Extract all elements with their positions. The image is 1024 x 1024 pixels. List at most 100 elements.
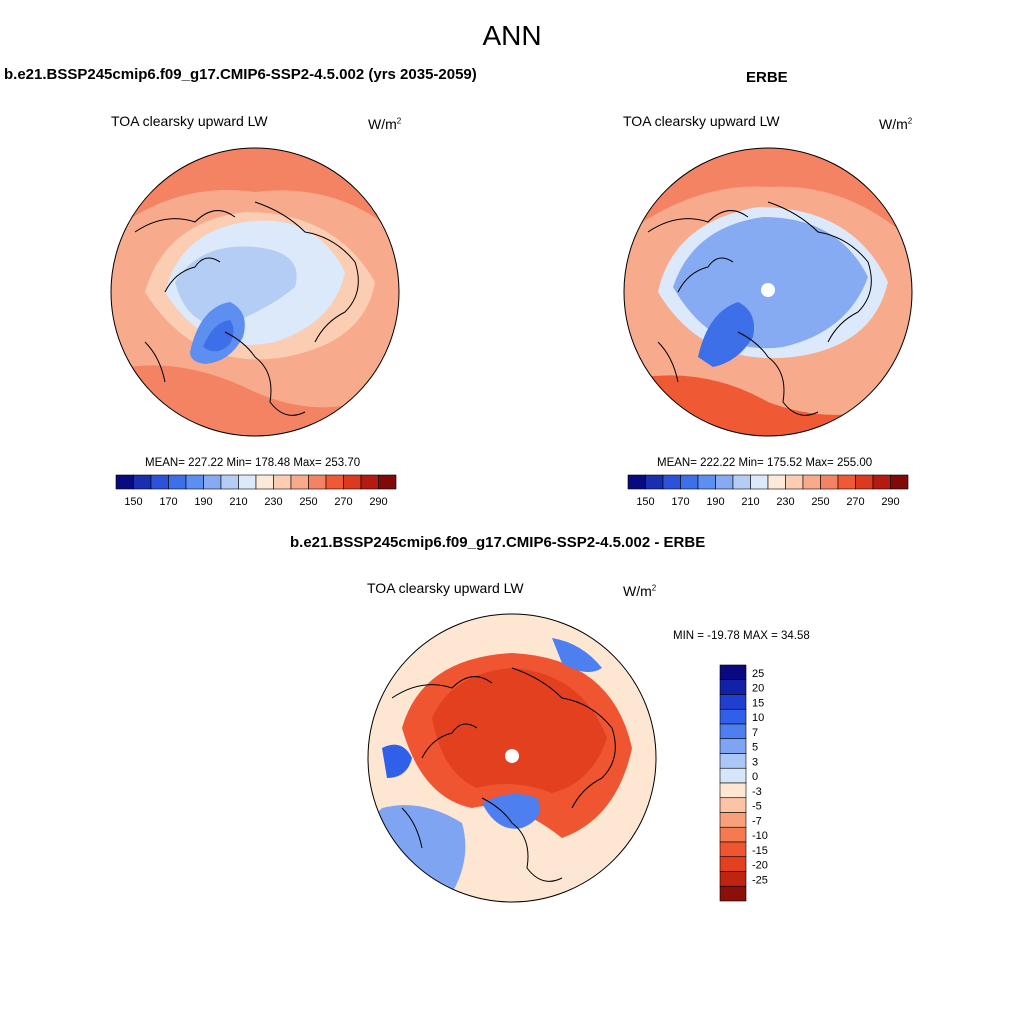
diff-panel-title: b.e21.BSSP245cmip6.f09_g17.CMIP6-SSP2-4.… (290, 534, 706, 551)
diff-colorbar-box (719, 885, 747, 902)
model-colorbar-box (133, 474, 152, 490)
model-colorbar-box (308, 474, 327, 490)
diff-colorbar-box (719, 782, 747, 799)
diff-colorbar-tick-label: -3 (752, 786, 762, 798)
model-colorbar-box (360, 474, 379, 490)
obs-field-greenland (698, 302, 754, 367)
diff-coastlines (391, 667, 616, 882)
obs-colorbar-box (767, 474, 786, 490)
diff-colorbar-tick-label: -20 (752, 860, 768, 872)
model-panel-title: b.e21.BSSP245cmip6.f09_g17.CMIP6-SSP2-4.… (4, 66, 477, 83)
obs-colorbar-box (802, 474, 821, 490)
model-variable-label: TOA clearsky upward LW (111, 113, 268, 129)
model-colorbar-tick-label: 210 (229, 496, 247, 508)
diff-colorbar-box (719, 664, 747, 681)
diff-stats: MIN = -19.78 MAX = 34.58 (673, 630, 810, 642)
diff-field-negative-greenland (482, 794, 540, 829)
diff-colorbar-tick-label: -10 (752, 830, 768, 842)
diff-field-negative-sw (368, 805, 466, 902)
diff-colorbar-tick-label: 10 (752, 712, 764, 724)
obs-colorbar-box (785, 474, 804, 490)
obs-colorbar-box (855, 474, 874, 490)
obs-coastlines (647, 201, 872, 416)
model-colorbar-box (220, 474, 239, 490)
diff-field-negative-west (382, 744, 412, 778)
obs-colorbar-tick-label: 270 (846, 496, 864, 508)
model-colorbar-tick-label: 190 (194, 496, 212, 508)
obs-colorbar-tick-label: 210 (741, 496, 759, 508)
diff-colorbar-box (719, 871, 747, 887)
model-colorbar-tick-label: 150 (124, 496, 142, 508)
diff-colorbar-tick-label: 20 (752, 683, 764, 695)
obs-colorbar-box (662, 474, 681, 490)
obs-colorbar-tick-label: 290 (881, 496, 899, 508)
diff-colorbar-box (719, 738, 747, 754)
obs-colorbar-box (715, 474, 734, 490)
diff-pole-missing (505, 749, 519, 763)
obs-colorbar: 150 170 190 210 230 250 270 290 (627, 474, 909, 508)
obs-colorbar-box (890, 474, 909, 490)
obs-colorbar-tick-label: 250 (811, 496, 829, 508)
model-stats: MEAN= 227.22 Min= 178.48 Max= 253.70 (145, 457, 361, 469)
model-colorbar-box (255, 474, 274, 490)
diff-variable-label: TOA clearsky upward LW (367, 580, 524, 596)
model-colorbar-box (343, 474, 362, 490)
model-units-label: W/m2 (368, 116, 402, 132)
model-colorbar-box (168, 474, 187, 490)
model-colorbar-tick-label: 250 (299, 496, 317, 508)
model-colorbar-box (273, 474, 292, 490)
model-field-cool-core (175, 246, 297, 327)
model-colorbar-box (238, 474, 257, 490)
diff-colorbar-box (719, 826, 747, 843)
model-polar-map (110, 147, 400, 437)
model-colorbar-box (150, 474, 169, 490)
model-colorbar: 150 170 190 210 230 250 270 290 (115, 474, 397, 508)
diff-colorbar-tick-label: 3 (752, 756, 758, 768)
diff-colorbar-box (719, 767, 747, 784)
model-colorbar-tick-label: 230 (264, 496, 282, 508)
diff-field-negative-ne (552, 638, 602, 672)
diff-colorbar-tick-label: 25 (752, 668, 764, 680)
obs-variable-label: TOA clearsky upward LW (623, 113, 780, 129)
diff-colorbar-box (719, 708, 747, 725)
obs-colorbar-box (837, 474, 856, 490)
obs-colorbar-box (750, 474, 769, 490)
figure-title: ANN (482, 20, 542, 51)
diff-colorbar: 25 20 15 10 7 5 3 0 -3 -5 -7 -10 -15 -20 -25 (719, 664, 768, 902)
obs-colorbar-box (872, 474, 891, 490)
model-colorbar-tick-label: 290 (369, 496, 387, 508)
model-colorbar-tick-label: 270 (334, 496, 352, 508)
obs-colorbar-box (680, 474, 699, 490)
diff-field-positive-core (432, 668, 607, 793)
obs-colorbar-box (645, 474, 664, 490)
diff-colorbar-box (719, 797, 747, 813)
diff-map-border (367, 613, 657, 903)
model-colorbar-box (378, 474, 397, 490)
diff-units-label: W/m2 (623, 583, 657, 599)
obs-polar-map (623, 147, 913, 437)
obs-colorbar-tick-label: 190 (706, 496, 724, 508)
obs-pole-missing (761, 283, 775, 297)
model-colorbar-box (290, 474, 309, 490)
diff-colorbar-tick-label: 7 (752, 727, 758, 739)
model-field-greenland-min (203, 320, 234, 352)
obs-map-border (623, 147, 913, 437)
obs-colorbar-box (627, 474, 646, 490)
diff-colorbar-box (719, 679, 747, 695)
obs-colorbar-box (697, 474, 716, 490)
diff-colorbar-box (719, 694, 747, 710)
diff-colorbar-tick-label: -15 (752, 845, 768, 857)
diff-colorbar-tick-label: -5 (752, 801, 762, 813)
obs-colorbar-tick-label: 230 (776, 496, 794, 508)
diff-colorbar-box (719, 812, 747, 828)
obs-stats: MEAN= 222.22 Min= 175.52 Max= 255.00 (657, 457, 873, 469)
obs-panel-title: ERBE (746, 69, 788, 86)
diff-colorbar-box (719, 856, 747, 872)
model-colorbar-box (325, 474, 344, 490)
diff-colorbar-tick-label: 15 (752, 697, 764, 709)
diff-colorbar-box (719, 723, 747, 740)
model-map-border (110, 147, 400, 437)
obs-units-label: W/m2 (879, 116, 913, 132)
diff-colorbar-tick-label: 0 (752, 771, 758, 783)
obs-colorbar-tick-label: 170 (671, 496, 689, 508)
